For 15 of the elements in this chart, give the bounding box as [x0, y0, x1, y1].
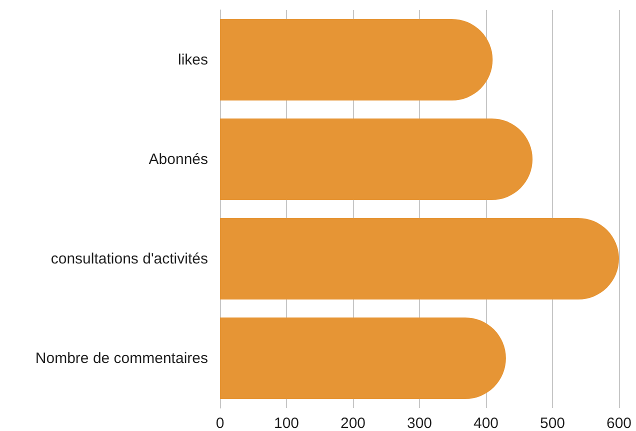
bar — [220, 18, 493, 101]
bar — [220, 218, 619, 300]
x-tick-label: 600 — [606, 415, 632, 431]
x-tick-label: 0 — [216, 415, 224, 431]
x-tick-label: 100 — [274, 415, 300, 431]
x-tick-label: 300 — [406, 415, 432, 431]
y-tick-label: Nombre de commentaires — [35, 350, 208, 367]
x-tick-label: 200 — [340, 415, 366, 431]
y-tick-label: consultations d'activités — [50, 250, 208, 268]
bar — [220, 118, 533, 200]
x-tick-label: 400 — [473, 415, 499, 431]
y-tick-label: Abonnés — [148, 150, 208, 168]
bar — [220, 317, 506, 400]
y-tick-label: likes — [178, 51, 208, 68]
x-tick-label: 500 — [540, 415, 566, 431]
